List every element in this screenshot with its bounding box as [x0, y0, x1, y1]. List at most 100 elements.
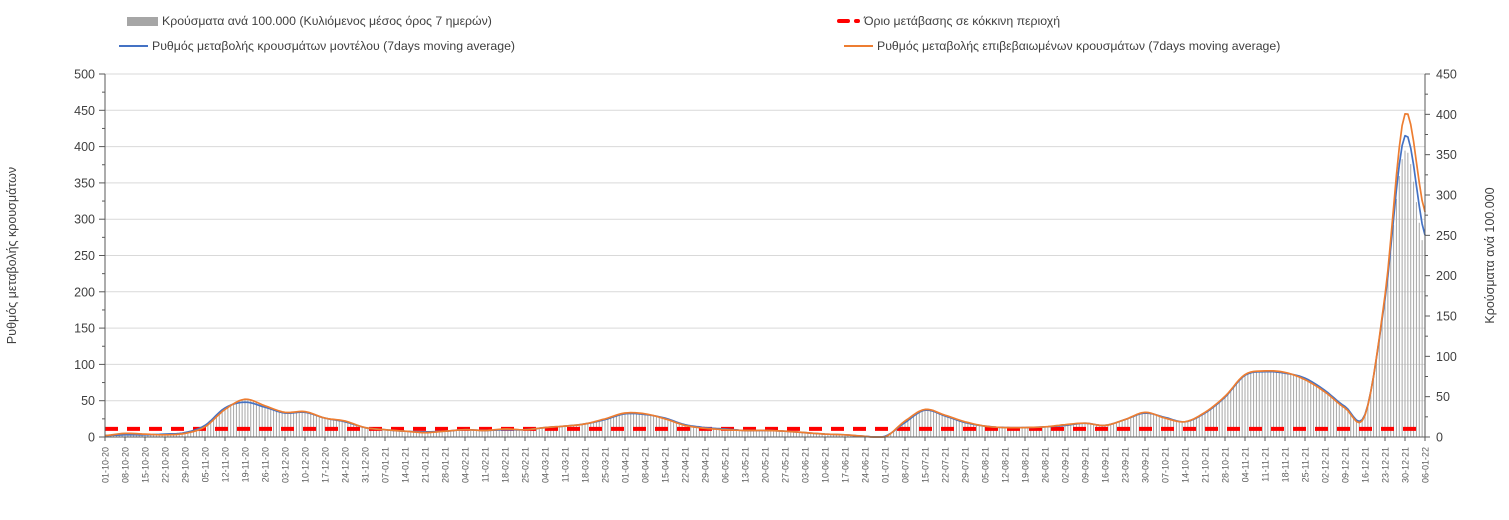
legend-model-line-swatch-icon — [119, 45, 148, 47]
x-tick-label: 30-09-21 — [1141, 447, 1151, 483]
legend-label-threshold: Όριο μετάβασης σε κόκκινη περιοχή — [864, 14, 1061, 28]
x-tick-label: 12-11-20 — [221, 447, 231, 482]
y-left-tick-label: 0 — [88, 431, 95, 445]
y-left-tick-label: 300 — [74, 213, 95, 227]
x-tick-label: 17-06-21 — [841, 447, 851, 483]
x-tick-label: 11-11-21 — [1261, 447, 1271, 482]
y-right-axis-title: Κρούσματα ανά 100.000 — [1483, 187, 1497, 323]
legend-label-confirmed-line: Ρυθμός μεταβολής επιβεβαιωμένων κρουσμάτ… — [877, 39, 1281, 53]
x-tick-label: 19-11-20 — [241, 447, 251, 482]
x-tick-label: 02-09-21 — [1061, 447, 1071, 483]
legend-label-model-line: Ρυθμός μεταβολής κρουσμάτων μοντέλου (7d… — [152, 39, 516, 53]
legend-item-confirmed-line: Ρυθμός μεταβολής επιβεβαιωμένων κρουσμάτ… — [844, 39, 1280, 53]
x-tick-label: 27-05-21 — [781, 447, 791, 483]
x-tick-label: 09-09-21 — [1081, 447, 1091, 483]
x-tick-label: 02-12-21 — [1321, 447, 1331, 483]
y-left-tick-label: 450 — [74, 104, 95, 118]
x-tick-label: 01-04-21 — [621, 447, 631, 483]
x-tick-label: 11-02-21 — [481, 447, 491, 482]
legend-item-cases-bars: Κρούσματα ανά 100.000 (Κυλιόμενος μέσος … — [127, 14, 492, 28]
y-left-tick-label: 400 — [74, 140, 95, 154]
x-tick-label: 22-10-20 — [161, 447, 171, 483]
x-tick-label: 04-02-21 — [461, 447, 471, 483]
y-left-tick-label: 250 — [74, 249, 95, 263]
x-tick-label: 07-10-21 — [1161, 447, 1171, 483]
x-tick-label: 13-05-21 — [741, 447, 751, 483]
x-tick-label: 28-01-21 — [441, 447, 451, 483]
x-tick-label: 29-04-21 — [701, 447, 711, 483]
y-right-tick-label: 250 — [1436, 229, 1457, 243]
x-tick-label: 24-12-20 — [341, 447, 351, 483]
y-left-tick-label: 100 — [74, 358, 95, 372]
x-tick-label: 21-01-21 — [421, 447, 431, 483]
y-right-tick-label: 0 — [1436, 431, 1443, 445]
x-tick-label: 09-12-21 — [1341, 447, 1351, 483]
x-tick-label: 01-10-20 — [101, 447, 111, 483]
y-right-tick-label: 300 — [1436, 189, 1457, 203]
x-tick-label: 15-07-21 — [921, 447, 931, 483]
y-left-tick-label: 500 — [74, 68, 95, 82]
x-tick-label: 20-05-21 — [761, 447, 771, 483]
y-right-tick-label: 450 — [1436, 68, 1457, 82]
x-tick-label: 21-10-21 — [1201, 447, 1211, 483]
x-tick-label: 26-08-21 — [1041, 447, 1051, 483]
legend-item-model-line: Ρυθμός μεταβολής κρουσμάτων μοντέλου (7d… — [119, 39, 515, 53]
x-tick-label: 14-10-21 — [1181, 447, 1191, 483]
x-tick-label: 08-10-20 — [121, 447, 131, 483]
x-tick-label: 11-03-21 — [561, 447, 571, 482]
y-left-tick-label: 350 — [74, 176, 95, 190]
x-tick-label: 29-10-20 — [181, 447, 191, 483]
x-tick-label: 22-04-21 — [681, 447, 691, 483]
x-tick-label: 18-11-21 — [1281, 447, 1291, 482]
y-right-tick-label: 400 — [1436, 108, 1457, 122]
x-tick-label: 04-11-21 — [1241, 447, 1251, 482]
model-rate-line — [105, 134, 1426, 438]
y-right-tick-label: 100 — [1436, 350, 1457, 364]
x-tick-label: 05-11-20 — [201, 447, 211, 482]
x-tick-label: 28-10-21 — [1221, 447, 1231, 483]
x-tick-label: 31-12-20 — [361, 447, 371, 483]
y-right-tick-label: 200 — [1436, 269, 1457, 283]
x-tick-label: 10-06-21 — [821, 447, 831, 483]
x-tick-label: 15-10-20 — [141, 447, 151, 483]
x-tick-label: 25-02-21 — [521, 447, 531, 483]
x-tick-label: 10-12-20 — [301, 447, 311, 483]
x-tick-label: 22-07-21 — [941, 447, 951, 483]
axes: 0 50 100 150 200 250 300 350 400 450 500 0 50 100 150 2… — [74, 68, 1457, 484]
x-tick-label: 26-11-20 — [261, 447, 271, 482]
x-tick-label: 25-03-21 — [601, 447, 611, 483]
x-tick-label: 23-09-21 — [1121, 447, 1131, 483]
x-tick-label: 18-03-21 — [581, 447, 591, 483]
x-tick-label: 01-07-21 — [881, 447, 891, 483]
legend-label-cases-bars: Κρούσματα ανά 100.000 (Κυλιόμενος μέσος … — [162, 14, 492, 28]
y-right-tick-label: 150 — [1436, 310, 1457, 324]
x-tick-label: 25-11-21 — [1301, 447, 1311, 482]
y-left-tick-label: 150 — [74, 322, 95, 336]
x-tick-label: 16-09-21 — [1101, 447, 1111, 483]
x-tick-label: 12-08-21 — [1001, 447, 1011, 483]
legend-item-threshold: Όριο μετάβασης σε κόκκινη περιοχή — [837, 14, 1060, 28]
confirmed-rate-line — [104, 113, 1426, 438]
x-tick-label: 04-03-21 — [541, 447, 551, 483]
x-tick-label: 16-12-21 — [1361, 447, 1371, 483]
legend-confirmed-line-swatch-icon — [844, 45, 873, 47]
x-tick-label: 08-04-21 — [641, 447, 651, 483]
gridlines — [105, 73, 1425, 402]
x-tick-label: 05-08-21 — [981, 447, 991, 483]
y-left-axis-title: Ρυθμός μεταβολής κρουσμάτων — [5, 167, 19, 344]
x-tick-label: 15-04-21 — [661, 447, 671, 483]
x-tick-label: 30-12-21 — [1401, 447, 1411, 483]
y-right-tick-label: 350 — [1436, 148, 1457, 162]
y-left-tick-label: 50 — [81, 394, 95, 408]
y-left-tick-label: 200 — [74, 285, 95, 299]
x-tick-label: 18-02-21 — [501, 447, 511, 483]
legend-threshold-dash-icon — [837, 19, 860, 23]
x-tick-label: 03-06-21 — [801, 447, 811, 483]
y-right-tick-label: 50 — [1436, 390, 1450, 404]
x-tick-label: 03-12-20 — [281, 447, 291, 483]
x-tick-label: 23-12-21 — [1381, 447, 1391, 483]
x-tick-label: 08-07-21 — [901, 447, 911, 483]
x-tick-label: 06-01-22 — [1421, 447, 1431, 483]
